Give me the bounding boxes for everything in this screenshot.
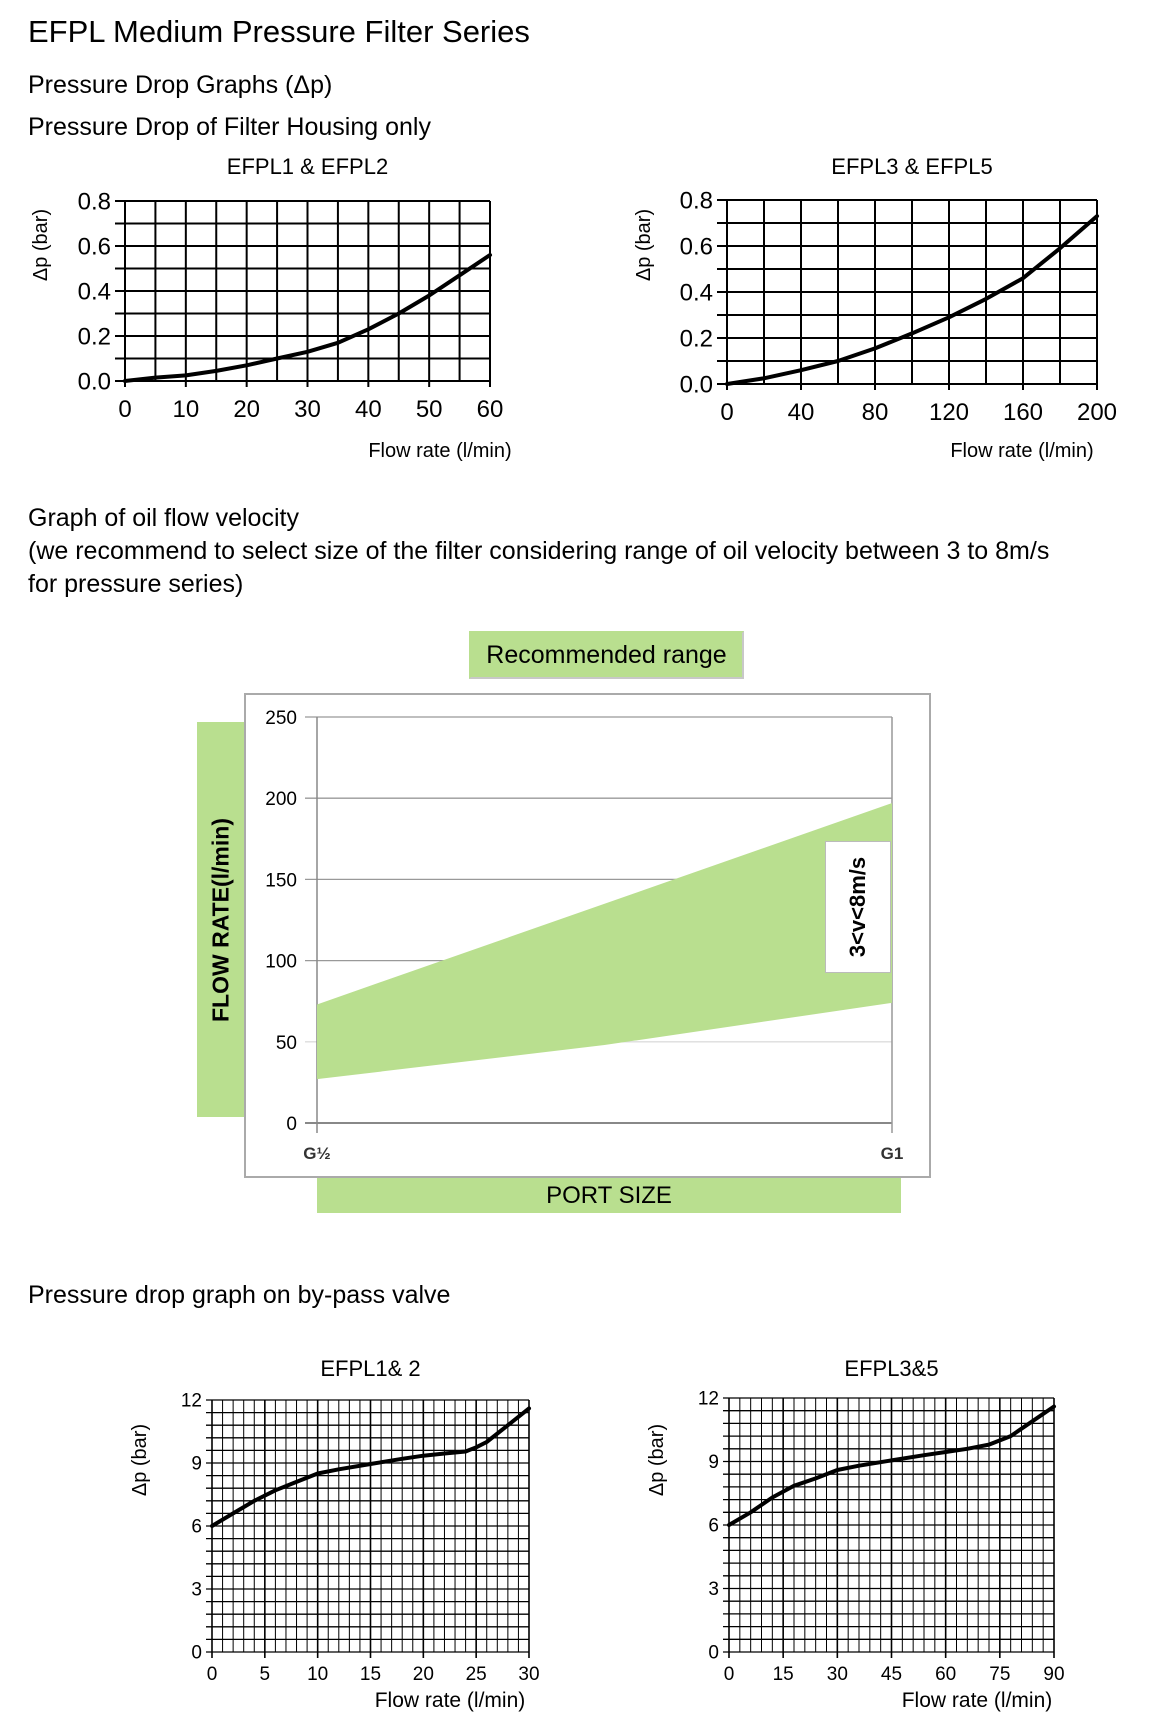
x-axis-label: Flow rate (l/min) <box>368 440 511 462</box>
x-axis-title-band: PORT SIZE <box>317 1178 901 1213</box>
chart-housing1: 0 10 20 30 40 50 60 0.0 0.2 0.4 0.6 0.8 EFPL1 & EFPL… <box>30 154 512 462</box>
recommended-range-band <box>317 803 892 1080</box>
y-axis-title-band: FLOW RATE(l/min) <box>197 722 244 1117</box>
data-line <box>123 253 492 383</box>
y-axis-label: Δp (bar) <box>30 209 52 281</box>
x-tick-label: 80 <box>862 399 889 426</box>
x-tick-label: 20 <box>233 396 260 423</box>
x-tick-label: 50 <box>416 396 443 423</box>
chart-bypass2: 0 15 30 45 60 75 90 0 3 6 9 12 EFPL3&5 Flow rate (l/m… <box>646 1356 1065 1712</box>
page-title: EFPL Medium Pressure Filter Series <box>28 14 530 49</box>
section-subheading-housing: Pressure Drop of Filter Housing only <box>28 113 431 141</box>
x-tick-label: 20 <box>413 1664 434 1685</box>
y-tick-label: 6 <box>708 1516 719 1537</box>
velocity-note-line1: (we recommend to select size of the filt… <box>28 537 1050 565</box>
chart-velocity: 0 50 100 150 200 250 G½ G1 <box>265 708 903 1163</box>
y-tick-label: 3 <box>191 1580 202 1601</box>
x-tick-label: 10 <box>307 1664 328 1685</box>
x-tick-label: G1 <box>881 1144 904 1163</box>
x-tick-label: 0 <box>207 1664 218 1685</box>
y-tick-label: 12 <box>181 1391 202 1412</box>
y-tick-label: 0.0 <box>78 368 111 395</box>
x-tick-label: 40 <box>788 399 815 426</box>
chart-title: EFPL1& 2 <box>320 1356 420 1381</box>
y-tick-label: 0.8 <box>680 187 713 214</box>
data-line <box>727 1404 1056 1527</box>
x-tick-label: 0 <box>724 1664 735 1685</box>
y-tick-label: 0.2 <box>680 325 713 352</box>
legend-label: Recommended range <box>486 640 727 669</box>
x-tick-label: 5 <box>260 1664 271 1685</box>
x-tick-label: 60 <box>477 396 504 423</box>
x-tick-label: 120 <box>929 399 969 426</box>
y-tick-label: 0.4 <box>78 278 111 305</box>
chart-title: EFPL1 & EFPL2 <box>227 154 388 179</box>
y-tick-label: 0.6 <box>680 233 713 260</box>
x-tick-label: 160 <box>1003 399 1043 426</box>
y-axis-label: Δp (bar) <box>646 1424 668 1496</box>
chart-title: EFPL3&5 <box>844 1356 938 1381</box>
section-heading-bypass: Pressure drop graph on by-pass valve <box>28 1281 451 1309</box>
x-axis-label: Flow rate (l/min) <box>375 1689 526 1712</box>
band-label: 3<v<8m/s <box>845 856 870 958</box>
y-tick-label: 0 <box>286 1114 297 1135</box>
y-tick-label: 3 <box>708 1579 719 1600</box>
x-axis-title: PORT SIZE <box>546 1181 672 1209</box>
chart-title: EFPL3 & EFPL5 <box>831 154 992 179</box>
chart-bypass1: 0 5 10 15 20 25 30 0 3 6 9 12 EFPL1& 2 Flow rate (l/m… <box>129 1356 540 1712</box>
y-tick-label: 0 <box>708 1643 719 1664</box>
x-axis-label: Flow rate (l/min) <box>950 440 1093 462</box>
y-tick-label: 100 <box>265 952 297 973</box>
y-tick-label: 200 <box>265 789 297 810</box>
band-label-box: 3<v<8m/s <box>825 841 891 973</box>
y-axis-label: Δp (bar) <box>633 209 655 281</box>
y-tick-label: 0.2 <box>78 323 111 350</box>
x-tick-label: 15 <box>360 1664 381 1685</box>
data-line <box>725 214 1099 386</box>
x-tick-label: 75 <box>989 1664 1010 1685</box>
x-tick-label: 25 <box>466 1664 487 1685</box>
x-tick-label: 30 <box>518 1664 539 1685</box>
velocity-note-line2: for pressure series) <box>28 570 244 598</box>
x-axis-label: Flow rate (l/min) <box>902 1689 1053 1712</box>
y-tick-label: 0 <box>191 1643 202 1664</box>
x-tick-label: G½ <box>303 1144 330 1163</box>
x-tick-label: 90 <box>1043 1664 1064 1685</box>
section-heading-velocity: Graph of oil flow velocity <box>28 504 299 532</box>
x-tick-label: 30 <box>294 396 321 423</box>
x-tick-label: 200 <box>1077 399 1117 426</box>
legend-recommended-range: Recommended range <box>469 631 744 679</box>
y-tick-label: 0.0 <box>680 371 713 398</box>
x-tick-label: 30 <box>827 1664 848 1685</box>
x-tick-label: 0 <box>118 396 131 423</box>
x-tick-label: 45 <box>881 1664 902 1685</box>
x-tick-label: 15 <box>773 1664 794 1685</box>
y-tick-label: 6 <box>191 1517 202 1538</box>
y-tick-label: 150 <box>265 870 297 891</box>
chart-housing2: 0 40 80 120 160 200 0.0 0.2 0.4 0.6 0.8 EFPL3 & EFP… <box>633 154 1117 462</box>
x-tick-label: 0 <box>720 399 733 426</box>
section-heading-pressure-drop: Pressure Drop Graphs (Δp) <box>28 71 333 99</box>
x-tick-label: 60 <box>935 1664 956 1685</box>
y-tick-label: 12 <box>698 1389 719 1410</box>
y-tick-label: 0.4 <box>680 279 713 306</box>
y-axis-label: Δp (bar) <box>129 1424 151 1496</box>
y-tick-label: 0.8 <box>78 188 111 215</box>
y-tick-label: 250 <box>265 708 297 729</box>
y-tick-label: 50 <box>276 1033 297 1054</box>
x-tick-label: 10 <box>172 396 199 423</box>
y-tick-label: 9 <box>708 1452 719 1473</box>
y-tick-label: 0.6 <box>78 233 111 260</box>
y-tick-label: 9 <box>191 1454 202 1475</box>
x-tick-label: 40 <box>355 396 382 423</box>
data-line <box>210 1406 531 1528</box>
